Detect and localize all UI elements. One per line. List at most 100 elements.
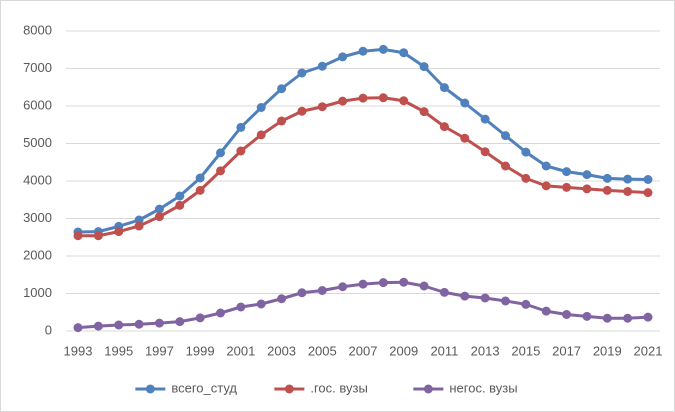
data-point: [378, 278, 388, 288]
y-tick-label: 1000: [23, 285, 52, 300]
data-point: [195, 173, 205, 183]
data-point: [623, 313, 633, 323]
data-point: [521, 173, 531, 183]
data-point: [256, 299, 266, 309]
data-point: [399, 96, 409, 106]
data-point: [216, 308, 225, 318]
data-point: [236, 122, 246, 132]
data-point: [195, 313, 205, 323]
x-tick-label: 1999: [186, 343, 215, 358]
x-tick-label: 2017: [552, 343, 581, 358]
data-point: [643, 188, 653, 198]
x-tick-label: 2005: [308, 343, 337, 358]
data-point: [602, 185, 612, 195]
data-point: [134, 319, 144, 329]
legend-label: всего_студ: [171, 380, 237, 395]
data-point: [216, 148, 225, 158]
data-point: [419, 107, 429, 117]
data-point: [216, 166, 225, 176]
data-point: [501, 296, 510, 306]
data-point: [541, 181, 551, 191]
data-point: [154, 318, 164, 328]
data-point: [114, 227, 124, 237]
x-tick-label: 2011: [430, 343, 458, 358]
x-tick-label: 1995: [104, 343, 133, 358]
y-tick-label: 5000: [23, 135, 52, 150]
data-point: [521, 299, 531, 309]
legend-marker: [145, 384, 155, 394]
data-point: [460, 291, 470, 301]
data-point: [358, 93, 368, 103]
data-point: [317, 286, 327, 295]
x-tick-label: 2007: [349, 343, 378, 358]
legend-marker: [423, 384, 433, 394]
data-point: [338, 96, 348, 106]
data-point: [582, 170, 592, 180]
data-point: [277, 84, 287, 94]
y-tick-label: 2000: [23, 247, 52, 262]
data-point: [93, 231, 103, 241]
y-tick-label: 6000: [23, 97, 52, 112]
data-point: [541, 306, 551, 316]
data-point: [175, 191, 185, 201]
data-point: [297, 288, 307, 298]
legend-marker: [284, 384, 294, 394]
data-point: [501, 131, 510, 141]
data-point: [480, 293, 490, 303]
data-point: [277, 294, 287, 304]
data-point: [623, 174, 633, 184]
data-point: [338, 52, 348, 62]
legend-label: .гос. вузы: [310, 380, 367, 395]
data-point: [175, 200, 185, 210]
data-point: [399, 277, 409, 287]
data-point: [521, 147, 531, 157]
y-tick-label: 8000: [23, 22, 52, 37]
x-tick-label: 1997: [145, 343, 174, 358]
x-tick-label: 2015: [511, 343, 540, 358]
data-point: [154, 204, 164, 214]
data-point: [562, 310, 572, 319]
data-point: [317, 61, 327, 71]
data-point: [134, 221, 144, 231]
data-point: [297, 106, 307, 116]
data-point: [236, 302, 246, 312]
data-point: [378, 44, 388, 54]
data-point: [338, 282, 348, 292]
data-point: [419, 62, 429, 72]
data-point: [73, 231, 83, 241]
data-point: [623, 187, 633, 196]
data-point: [317, 102, 327, 112]
data-point: [439, 83, 449, 93]
data-point: [582, 184, 592, 194]
x-tick-label: 2009: [389, 343, 418, 358]
data-point: [419, 281, 429, 291]
data-point: [256, 130, 266, 140]
legend-label: негос. вузы: [449, 380, 517, 395]
data-point: [358, 279, 368, 289]
data-point: [460, 98, 470, 108]
data-point: [175, 317, 185, 327]
data-point: [602, 313, 612, 323]
data-point: [277, 116, 287, 126]
data-point: [643, 175, 653, 184]
data-point: [602, 173, 612, 183]
data-point: [562, 182, 572, 192]
x-tick-label: 1993: [64, 343, 93, 358]
data-point: [460, 133, 470, 143]
data-point: [73, 323, 83, 333]
data-point: [358, 46, 368, 56]
data-point: [541, 161, 551, 171]
data-point: [643, 312, 653, 322]
y-tick-label: 3000: [23, 210, 52, 225]
data-point: [582, 311, 592, 321]
x-tick-label: 2003: [267, 343, 296, 358]
data-point: [439, 122, 449, 132]
data-point: [439, 287, 449, 297]
data-point: [480, 114, 490, 124]
data-point: [256, 103, 266, 112]
y-tick-label: 0: [45, 322, 52, 337]
y-tick-label: 7000: [23, 60, 52, 75]
data-point: [114, 320, 124, 330]
data-point: [195, 185, 205, 195]
